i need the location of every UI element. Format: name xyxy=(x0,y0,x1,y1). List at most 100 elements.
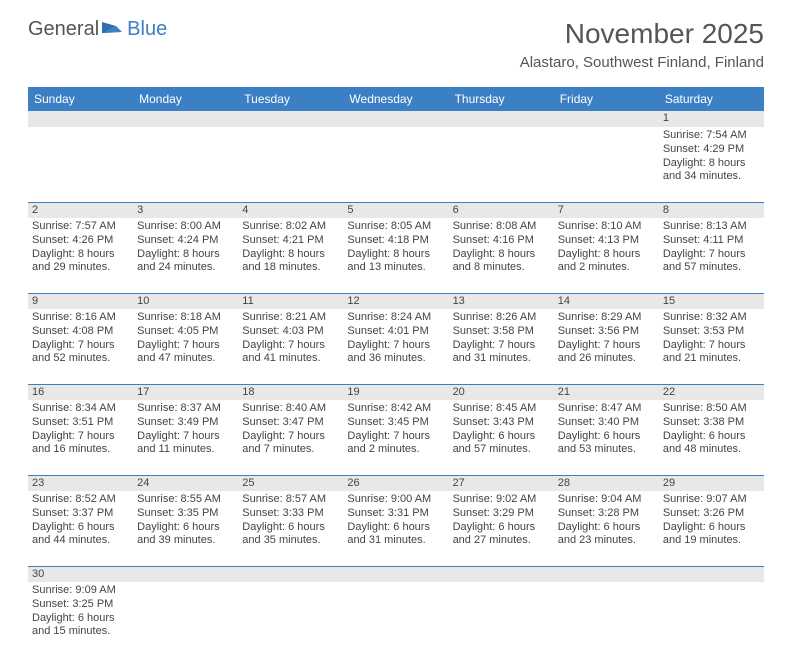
daylight-text: Daylight: 7 hours and 16 minutes. xyxy=(32,430,129,458)
logo: General Blue xyxy=(28,18,167,41)
daylight-text: Daylight: 8 hours and 18 minutes. xyxy=(242,248,339,276)
sunrise-text: Sunrise: 8:47 AM xyxy=(558,402,655,416)
day-number-cell: 25 xyxy=(238,475,343,491)
sunrise-text: Sunrise: 9:07 AM xyxy=(663,493,760,507)
daylight-text: Daylight: 6 hours and 31 minutes. xyxy=(347,521,444,549)
sunrise-text: Sunrise: 8:34 AM xyxy=(32,402,129,416)
day-number-row: 2345678 xyxy=(28,202,764,218)
day-header: Tuesday xyxy=(238,87,343,111)
day-cell xyxy=(133,582,238,657)
day-cell: Sunrise: 7:54 AMSunset: 4:29 PMDaylight:… xyxy=(659,127,764,202)
day-header: Wednesday xyxy=(343,87,448,111)
day-cell: Sunrise: 8:55 AMSunset: 3:35 PMDaylight:… xyxy=(133,491,238,566)
daylight-text: Daylight: 6 hours and 15 minutes. xyxy=(32,612,129,640)
daylight-text: Daylight: 8 hours and 13 minutes. xyxy=(347,248,444,276)
day-cell: Sunrise: 8:21 AMSunset: 4:03 PMDaylight:… xyxy=(238,309,343,384)
day-number-cell xyxy=(28,111,133,127)
day-cell: Sunrise: 8:50 AMSunset: 3:38 PMDaylight:… xyxy=(659,400,764,475)
sunset-text: Sunset: 4:13 PM xyxy=(558,234,655,248)
day-number-cell xyxy=(133,566,238,582)
day-header: Sunday xyxy=(28,87,133,111)
sunset-text: Sunset: 3:56 PM xyxy=(558,325,655,339)
day-number-row: 30 xyxy=(28,566,764,582)
day-number-cell xyxy=(343,111,448,127)
logo-flag-icon xyxy=(102,18,124,41)
sunrise-text: Sunrise: 8:40 AM xyxy=(242,402,339,416)
sunrise-text: Sunrise: 8:16 AM xyxy=(32,311,129,325)
sunset-text: Sunset: 3:47 PM xyxy=(242,416,339,430)
daylight-text: Daylight: 8 hours and 29 minutes. xyxy=(32,248,129,276)
day-cell xyxy=(238,582,343,657)
day-number-cell: 10 xyxy=(133,293,238,309)
day-number-cell: 28 xyxy=(554,475,659,491)
sunrise-text: Sunrise: 8:13 AM xyxy=(663,220,760,234)
day-number-cell: 21 xyxy=(554,384,659,400)
day-cell: Sunrise: 8:26 AMSunset: 3:58 PMDaylight:… xyxy=(449,309,554,384)
daylight-text: Daylight: 7 hours and 26 minutes. xyxy=(558,339,655,367)
sunset-text: Sunset: 3:53 PM xyxy=(663,325,760,339)
daylight-text: Daylight: 6 hours and 19 minutes. xyxy=(663,521,760,549)
day-cell: Sunrise: 8:42 AMSunset: 3:45 PMDaylight:… xyxy=(343,400,448,475)
sunrise-text: Sunrise: 9:00 AM xyxy=(347,493,444,507)
day-number-cell xyxy=(133,111,238,127)
daylight-text: Daylight: 7 hours and 7 minutes. xyxy=(242,430,339,458)
daylight-text: Daylight: 6 hours and 39 minutes. xyxy=(137,521,234,549)
title-block: November 2025 Alastaro, Southwest Finlan… xyxy=(520,18,764,71)
sunrise-text: Sunrise: 8:37 AM xyxy=(137,402,234,416)
day-number-cell: 20 xyxy=(449,384,554,400)
day-body-row: Sunrise: 7:57 AMSunset: 4:26 PMDaylight:… xyxy=(28,218,764,293)
sunset-text: Sunset: 3:45 PM xyxy=(347,416,444,430)
page-title: November 2025 xyxy=(520,18,764,50)
day-number-cell xyxy=(343,566,448,582)
sunset-text: Sunset: 3:31 PM xyxy=(347,507,444,521)
day-number-cell: 26 xyxy=(343,475,448,491)
sunset-text: Sunset: 4:05 PM xyxy=(137,325,234,339)
sunset-text: Sunset: 4:24 PM xyxy=(137,234,234,248)
day-cell: Sunrise: 8:00 AMSunset: 4:24 PMDaylight:… xyxy=(133,218,238,293)
day-cell: Sunrise: 9:09 AMSunset: 3:25 PMDaylight:… xyxy=(28,582,133,657)
sunrise-text: Sunrise: 8:00 AM xyxy=(137,220,234,234)
sunset-text: Sunset: 4:11 PM xyxy=(663,234,760,248)
day-cell: Sunrise: 8:57 AMSunset: 3:33 PMDaylight:… xyxy=(238,491,343,566)
sunrise-text: Sunrise: 7:54 AM xyxy=(663,129,760,143)
day-cell: Sunrise: 8:32 AMSunset: 3:53 PMDaylight:… xyxy=(659,309,764,384)
day-cell xyxy=(554,582,659,657)
day-body-row: Sunrise: 8:16 AMSunset: 4:08 PMDaylight:… xyxy=(28,309,764,384)
sunset-text: Sunset: 3:43 PM xyxy=(453,416,550,430)
day-number-cell: 4 xyxy=(238,202,343,218)
day-number-cell: 19 xyxy=(343,384,448,400)
sunrise-text: Sunrise: 8:24 AM xyxy=(347,311,444,325)
day-number-row: 9101112131415 xyxy=(28,293,764,309)
daylight-text: Daylight: 7 hours and 21 minutes. xyxy=(663,339,760,367)
day-cell xyxy=(554,127,659,202)
day-number-cell: 11 xyxy=(238,293,343,309)
daylight-text: Daylight: 6 hours and 27 minutes. xyxy=(453,521,550,549)
sunset-text: Sunset: 3:49 PM xyxy=(137,416,234,430)
page-subtitle: Alastaro, Southwest Finland, Finland xyxy=(520,54,764,71)
day-header: Monday xyxy=(133,87,238,111)
sunrise-text: Sunrise: 8:29 AM xyxy=(558,311,655,325)
day-body-row: Sunrise: 7:54 AMSunset: 4:29 PMDaylight:… xyxy=(28,127,764,202)
day-cell xyxy=(238,127,343,202)
daylight-text: Daylight: 6 hours and 44 minutes. xyxy=(32,521,129,549)
sunrise-text: Sunrise: 8:57 AM xyxy=(242,493,339,507)
calendar-table: Sunday Monday Tuesday Wednesday Thursday… xyxy=(28,87,764,657)
day-number-cell: 17 xyxy=(133,384,238,400)
day-cell: Sunrise: 8:34 AMSunset: 3:51 PMDaylight:… xyxy=(28,400,133,475)
day-body-row: Sunrise: 8:52 AMSunset: 3:37 PMDaylight:… xyxy=(28,491,764,566)
daylight-text: Daylight: 7 hours and 36 minutes. xyxy=(347,339,444,367)
sunset-text: Sunset: 3:26 PM xyxy=(663,507,760,521)
daylight-text: Daylight: 7 hours and 31 minutes. xyxy=(453,339,550,367)
day-number-row: 23242526272829 xyxy=(28,475,764,491)
day-header: Saturday xyxy=(659,87,764,111)
daylight-text: Daylight: 7 hours and 57 minutes. xyxy=(663,248,760,276)
day-number-cell: 29 xyxy=(659,475,764,491)
day-body-row: Sunrise: 9:09 AMSunset: 3:25 PMDaylight:… xyxy=(28,582,764,657)
day-cell: Sunrise: 8:13 AMSunset: 4:11 PMDaylight:… xyxy=(659,218,764,293)
day-number-cell: 8 xyxy=(659,202,764,218)
day-cell: Sunrise: 8:29 AMSunset: 3:56 PMDaylight:… xyxy=(554,309,659,384)
day-cell: Sunrise: 8:45 AMSunset: 3:43 PMDaylight:… xyxy=(449,400,554,475)
day-number-cell: 22 xyxy=(659,384,764,400)
day-number-cell: 1 xyxy=(659,111,764,127)
day-cell: Sunrise: 7:57 AMSunset: 4:26 PMDaylight:… xyxy=(28,218,133,293)
